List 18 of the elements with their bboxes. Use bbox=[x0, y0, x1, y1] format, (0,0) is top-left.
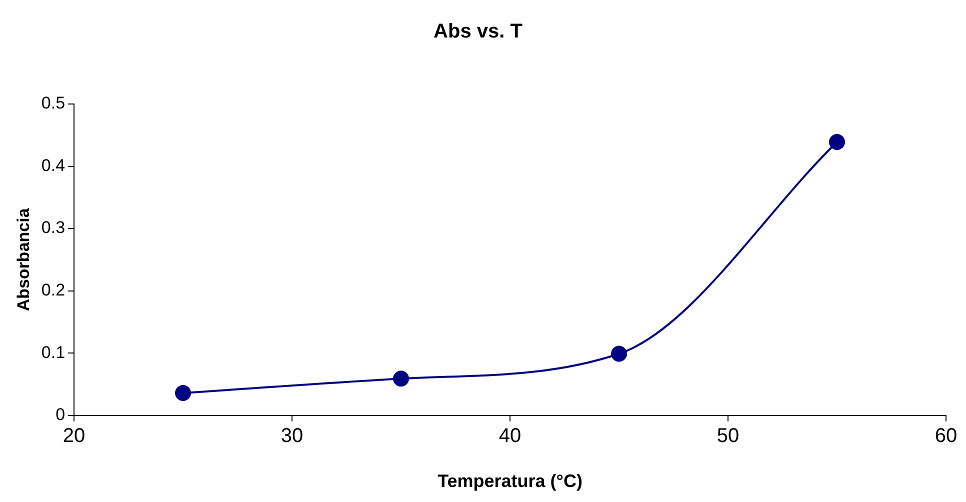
point bbox=[611, 346, 628, 362]
y-tick-label: 0 bbox=[56, 405, 66, 424]
x-axis-title: Temperatura (°C) bbox=[438, 471, 582, 492]
x-tick-label: 30 bbox=[280, 424, 304, 447]
point bbox=[829, 134, 846, 150]
point bbox=[175, 384, 192, 401]
y-tick-label: 0.1 bbox=[41, 342, 66, 362]
x-tick-label: 50 bbox=[716, 424, 740, 447]
x-tick-label: 40 bbox=[498, 424, 522, 447]
point bbox=[393, 370, 410, 387]
y-axis-title: Absorbancia bbox=[14, 208, 33, 312]
x-tick-label: 20 bbox=[62, 424, 86, 447]
y-tick-label: 0.2 bbox=[41, 280, 66, 300]
chart-title: Abs vs. T bbox=[434, 20, 522, 43]
y-tick-label: 0.4 bbox=[41, 156, 66, 175]
y-tick-label: 0.5 bbox=[41, 94, 66, 113]
y-tick-label: 0.3 bbox=[41, 218, 66, 238]
x-tick-label: 60 bbox=[934, 424, 958, 447]
